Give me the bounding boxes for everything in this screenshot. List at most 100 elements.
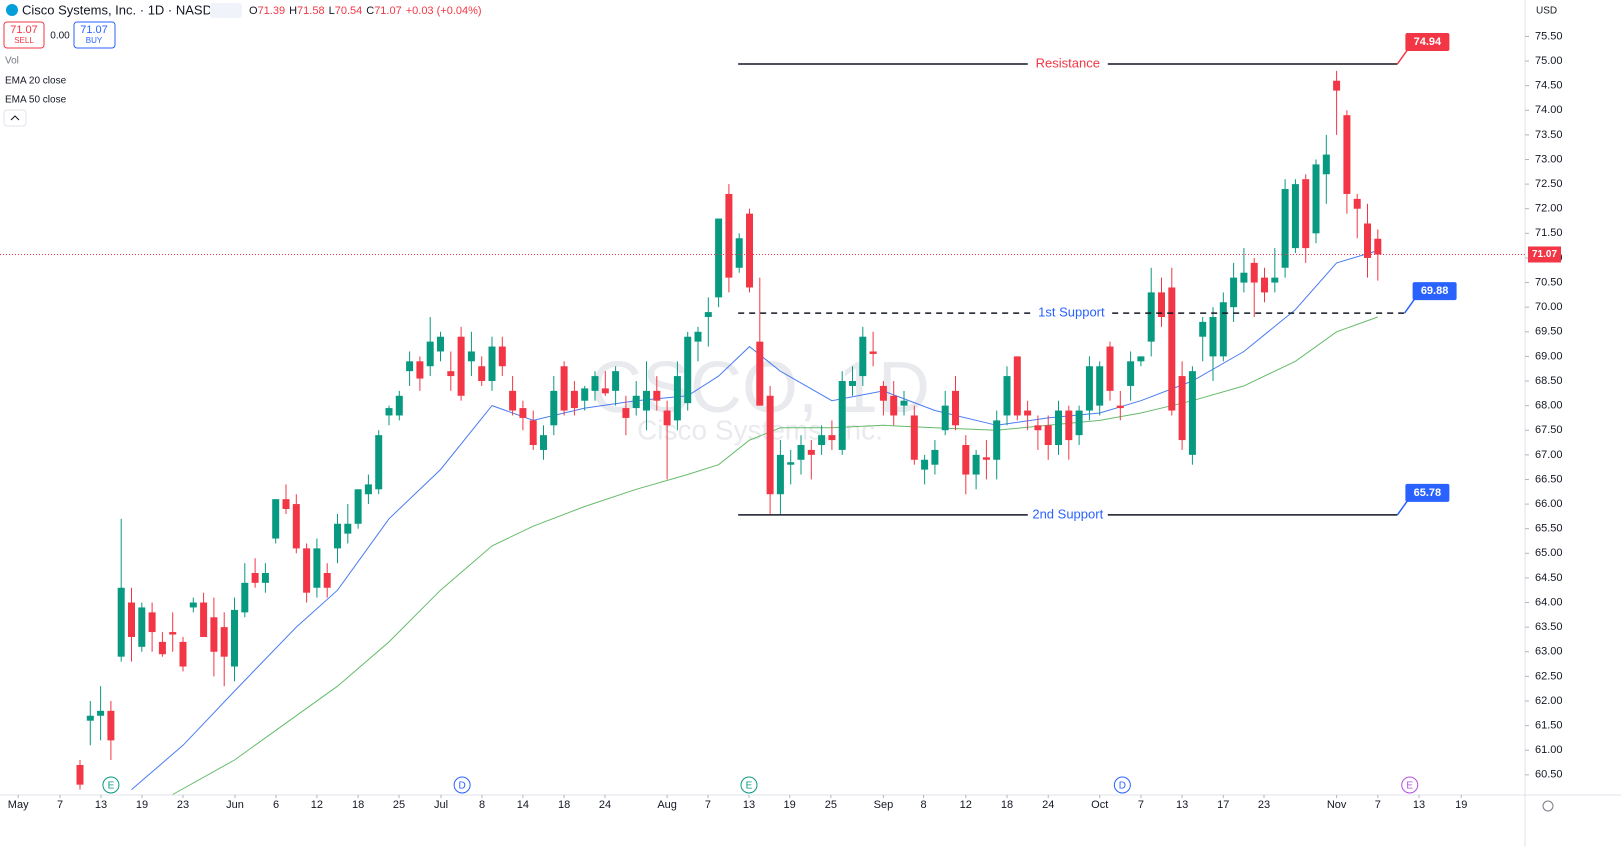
candle-body — [612, 371, 620, 391]
candle-body — [941, 405, 949, 431]
candle-body — [869, 351, 877, 354]
sell-label: SELL — [14, 36, 34, 45]
candle-body — [292, 504, 300, 549]
y-tick-label: 70.00 — [1535, 301, 1563, 313]
candle-body — [1137, 356, 1145, 362]
candle-body — [1374, 238, 1382, 255]
settings-icon[interactable] — [1542, 800, 1554, 812]
ohlc-key: C — [366, 5, 374, 17]
candle-body — [1322, 154, 1330, 175]
ohlc-change: +0.03 (+0.04%) — [406, 5, 482, 17]
candle-body — [354, 489, 362, 524]
x-tick-label: 23 — [1258, 799, 1270, 811]
ema-line — [131, 250, 1378, 790]
candle-body — [1230, 277, 1238, 308]
candle-body — [859, 336, 867, 377]
candle-body — [560, 366, 568, 411]
currency[interactable]: USD — [1536, 6, 1557, 17]
candle-body — [200, 602, 208, 637]
level-label: 1st Support — [1038, 305, 1105, 320]
y-tick-label: 63.50 — [1535, 621, 1563, 633]
candle-body — [818, 435, 826, 446]
ema50-label[interactable]: EMA 50 close — [5, 95, 67, 106]
buy-button[interactable] — [73, 21, 116, 49]
candle-body — [148, 612, 156, 633]
candle-body — [643, 390, 651, 411]
ema20-label[interactable]: EMA 20 close — [5, 76, 67, 87]
y-tick-label: 61.00 — [1535, 744, 1563, 756]
candle-body — [921, 459, 929, 470]
y-tick-label: 74.00 — [1535, 104, 1563, 116]
x-tick-label: 6 — [273, 799, 279, 811]
ohlc-key: L — [329, 5, 335, 17]
x-tick-label: 7 — [705, 799, 711, 811]
candle-body — [540, 435, 548, 450]
level-connector — [1403, 298, 1416, 314]
y-tick-label: 72.00 — [1535, 203, 1563, 215]
candle-body — [1003, 376, 1011, 416]
level-connector — [1396, 500, 1408, 516]
y-tick-label: 69.00 — [1535, 350, 1563, 362]
candle-body — [364, 484, 372, 495]
candle-body — [97, 710, 105, 716]
x-tick-label: 18 — [558, 799, 570, 811]
y-tick-label: 75.00 — [1535, 55, 1563, 67]
candle-body — [76, 764, 84, 785]
x-tick-label: Oct — [1091, 799, 1108, 811]
candle-body — [158, 641, 166, 655]
vol-label[interactable]: Vol — [5, 56, 19, 67]
candle-body — [1312, 164, 1320, 234]
candle-body — [993, 420, 1001, 460]
x-tick-label: 14 — [517, 799, 529, 811]
level-tag-label: 65.78 — [1414, 487, 1442, 499]
y-tick-label: 67.50 — [1535, 424, 1563, 436]
candle-body — [467, 351, 475, 362]
legend: Cisco Systems, Inc. · 1D · NASDAQ O71.39… — [3, 2, 1557, 812]
candle-body — [457, 336, 465, 396]
candle-body — [622, 408, 630, 418]
y-tick-label: 65.00 — [1535, 547, 1563, 559]
x-tick-label: Sep — [874, 799, 894, 811]
x-tick-label: 25 — [825, 799, 837, 811]
candle-body — [1147, 292, 1155, 342]
candle-body — [704, 312, 712, 318]
candle-body — [890, 395, 898, 416]
level-label: Resistance — [1036, 55, 1100, 70]
plot: 60.50 61.00 61.50 62.00 62.50 63.00 63.50 64.00… — [0, 30, 1563, 811]
ohlc-value: 71.58 — [297, 5, 325, 17]
candle-body — [231, 609, 239, 667]
candle-body — [395, 395, 403, 416]
candle-body — [1333, 80, 1341, 91]
candle-body — [385, 408, 393, 416]
symbol-title[interactable]: Cisco Systems, Inc. · 1D · NASDAQ — [22, 2, 231, 17]
level-label: 2nd Support — [1032, 506, 1103, 521]
candle-body — [1261, 277, 1269, 293]
candle-body — [241, 582, 249, 613]
candle-body — [334, 523, 342, 549]
compare-button[interactable] — [210, 3, 242, 18]
collapse-button[interactable] — [3, 109, 27, 127]
x-tick-label: 19 — [136, 799, 148, 811]
candle-body — [735, 238, 743, 268]
sell-button[interactable] — [3, 21, 45, 49]
level-tag — [1405, 32, 1450, 51]
candle-body — [879, 385, 887, 401]
candle-body — [86, 715, 94, 721]
y-tick-label: 64.50 — [1535, 572, 1563, 584]
x-tick-label: 24 — [599, 799, 611, 811]
y-tick-label: 68.50 — [1535, 375, 1563, 387]
candle-body — [952, 390, 960, 426]
x-tick-label: Nov — [1327, 799, 1347, 811]
candle-body — [1364, 223, 1372, 258]
x-tick-label: 23 — [177, 799, 189, 811]
candle-body — [1013, 356, 1021, 416]
candle-body — [982, 457, 990, 460]
y-tick-label: 60.50 — [1535, 769, 1563, 781]
buy-price: 71.07 — [80, 24, 108, 36]
level-label-bg — [1031, 305, 1112, 322]
event-marker — [102, 776, 120, 794]
candle-body — [1034, 425, 1042, 431]
x-tick-label: Aug — [657, 799, 677, 811]
